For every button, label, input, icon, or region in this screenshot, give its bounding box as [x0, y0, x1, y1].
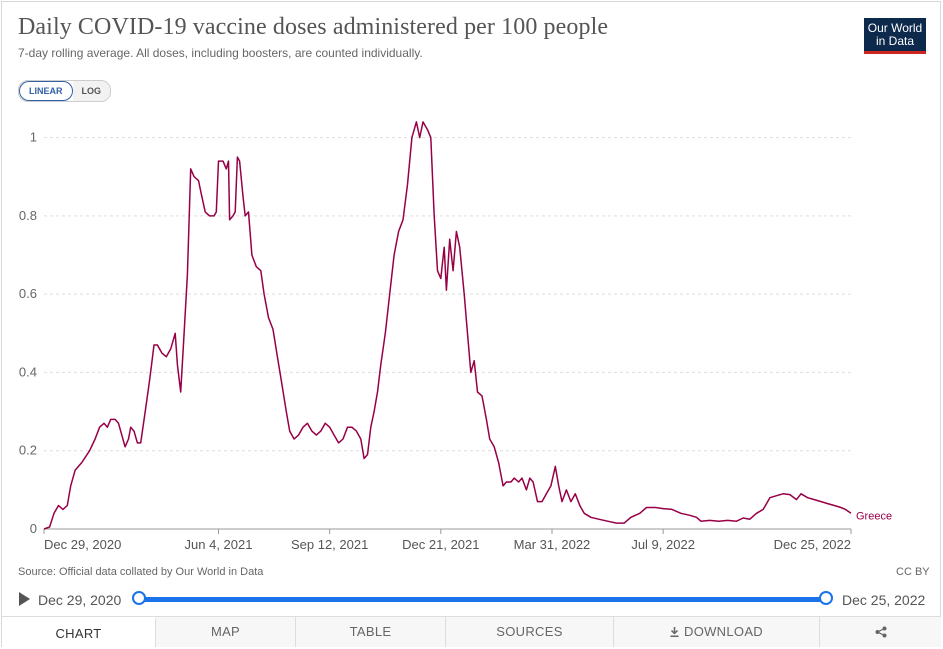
tab-share[interactable]	[820, 617, 941, 647]
timeline-track[interactable]	[139, 597, 826, 602]
download-icon	[670, 627, 679, 637]
license-link[interactable]: CC BY	[896, 566, 930, 578]
timeline-start-handle[interactable]	[132, 591, 146, 605]
x-tick-label: Dec 29, 2020	[44, 537, 121, 552]
y-tick-label: 0.2	[19, 443, 37, 458]
tab-sources-label: SOURCES	[496, 624, 563, 639]
chart-title: Daily COVID-19 vaccine doses administere…	[18, 14, 609, 40]
series-label-greece: Greece	[856, 510, 892, 522]
scale-toggle: LINEAR LOG	[18, 80, 111, 102]
x-tick-label: Mar 31, 2022	[514, 537, 591, 552]
tab-bar: CHART MAP TABLE SOURCES DOWNLOAD	[2, 616, 941, 647]
chart-subtitle: 7-day rolling average. All doses, includ…	[18, 46, 423, 60]
tab-sources[interactable]: SOURCES	[446, 617, 614, 647]
share-icon	[875, 626, 886, 638]
x-tick-label: Sep 12, 2021	[291, 537, 368, 552]
tab-table-label: TABLE	[349, 624, 392, 639]
timeline-end-handle[interactable]	[819, 591, 833, 605]
x-tick-label: Dec 25, 2022	[774, 537, 851, 552]
tab-map-label: MAP	[210, 624, 241, 639]
x-tick-label: Jul 9, 2022	[631, 537, 695, 552]
tab-download-label: DOWNLOAD	[684, 624, 763, 639]
timeline-end-label: Dec 25, 2022	[842, 592, 926, 608]
linear-scale-button[interactable]: LINEAR	[19, 81, 73, 101]
source-note[interactable]: Source: Official data collated by Our Wo…	[18, 566, 264, 578]
line-chart: 0 0.2 0.4 0.6 0.8 1 Dec 29, 2020 Jun 4, 2021 Sep…	[19, 121, 892, 552]
tab-chart-label: CHART	[55, 626, 102, 641]
logo-line-1: Our World	[867, 21, 923, 35]
tab-chart[interactable]: CHART	[2, 617, 156, 647]
logo-line-2: in Data	[875, 34, 915, 48]
timeline-start-label: Dec 29, 2020	[38, 592, 122, 608]
tab-download[interactable]: DOWNLOAD	[614, 617, 820, 647]
y-tick-label: 0.6	[19, 286, 37, 301]
tab-map[interactable]: MAP	[156, 617, 296, 647]
tab-table[interactable]: TABLE	[296, 617, 446, 647]
y-tick-label: 0.4	[19, 364, 37, 379]
log-scale-button[interactable]: LOG	[72, 81, 110, 101]
x-tick-label: Jun 4, 2021	[185, 537, 253, 552]
owid-logo[interactable]: Our World in Data	[864, 18, 926, 54]
x-tick-label: Dec 21, 2021	[402, 537, 479, 552]
y-tick-label: 0.8	[19, 208, 37, 223]
series-line-greece	[43, 121, 852, 530]
y-tick-label: 1	[30, 130, 37, 145]
play-icon[interactable]	[19, 592, 30, 606]
y-tick-label: 0	[30, 521, 37, 536]
